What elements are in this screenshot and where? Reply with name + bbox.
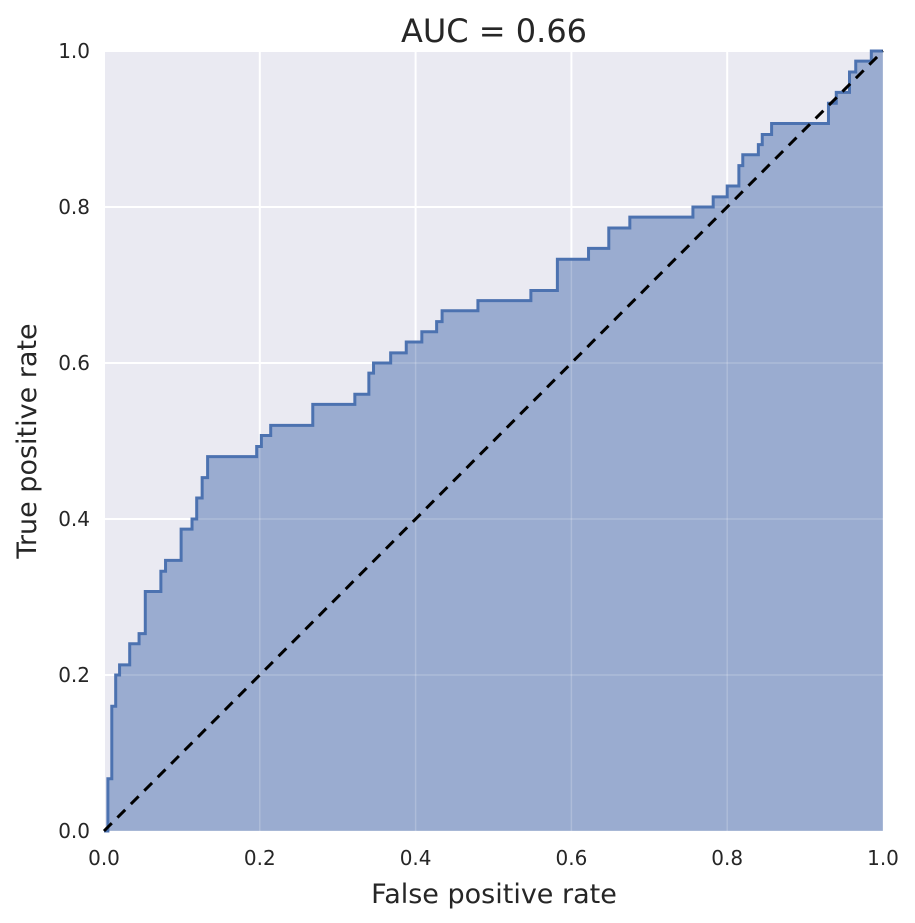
y-tick-label: 0.4 (58, 507, 90, 531)
chart-title: AUC = 0.66 (401, 12, 587, 50)
y-tick-label: 0.0 (58, 819, 90, 843)
y-tick-label: 1.0 (58, 39, 90, 63)
y-axis-label: True positive rate (12, 323, 43, 559)
y-tick-label: 0.8 (58, 195, 90, 219)
y-axis-ticks: 0.0 0.2 0.4 0.6 0.8 1.0 (58, 39, 90, 843)
chance-diagonal-line (102, 49, 885, 833)
y-tick-label: 0.6 (58, 351, 90, 375)
x-tick-label: 0.2 (244, 846, 276, 870)
x-axis-ticks: 0.0 0.2 0.4 0.6 0.8 1.0 (88, 846, 899, 870)
x-tick-label: 0.4 (400, 846, 432, 870)
grid-overlay (103, 50, 884, 832)
x-axis-label: False positive rate (371, 879, 617, 910)
x-tick-label: 0.6 (555, 846, 587, 870)
x-tick-label: 1.0 (867, 846, 899, 870)
roc-curve (104, 49, 883, 833)
y-tick-label: 0.2 (58, 663, 90, 687)
x-tick-label: 0.0 (88, 846, 120, 870)
x-tick-label: 0.8 (711, 846, 743, 870)
